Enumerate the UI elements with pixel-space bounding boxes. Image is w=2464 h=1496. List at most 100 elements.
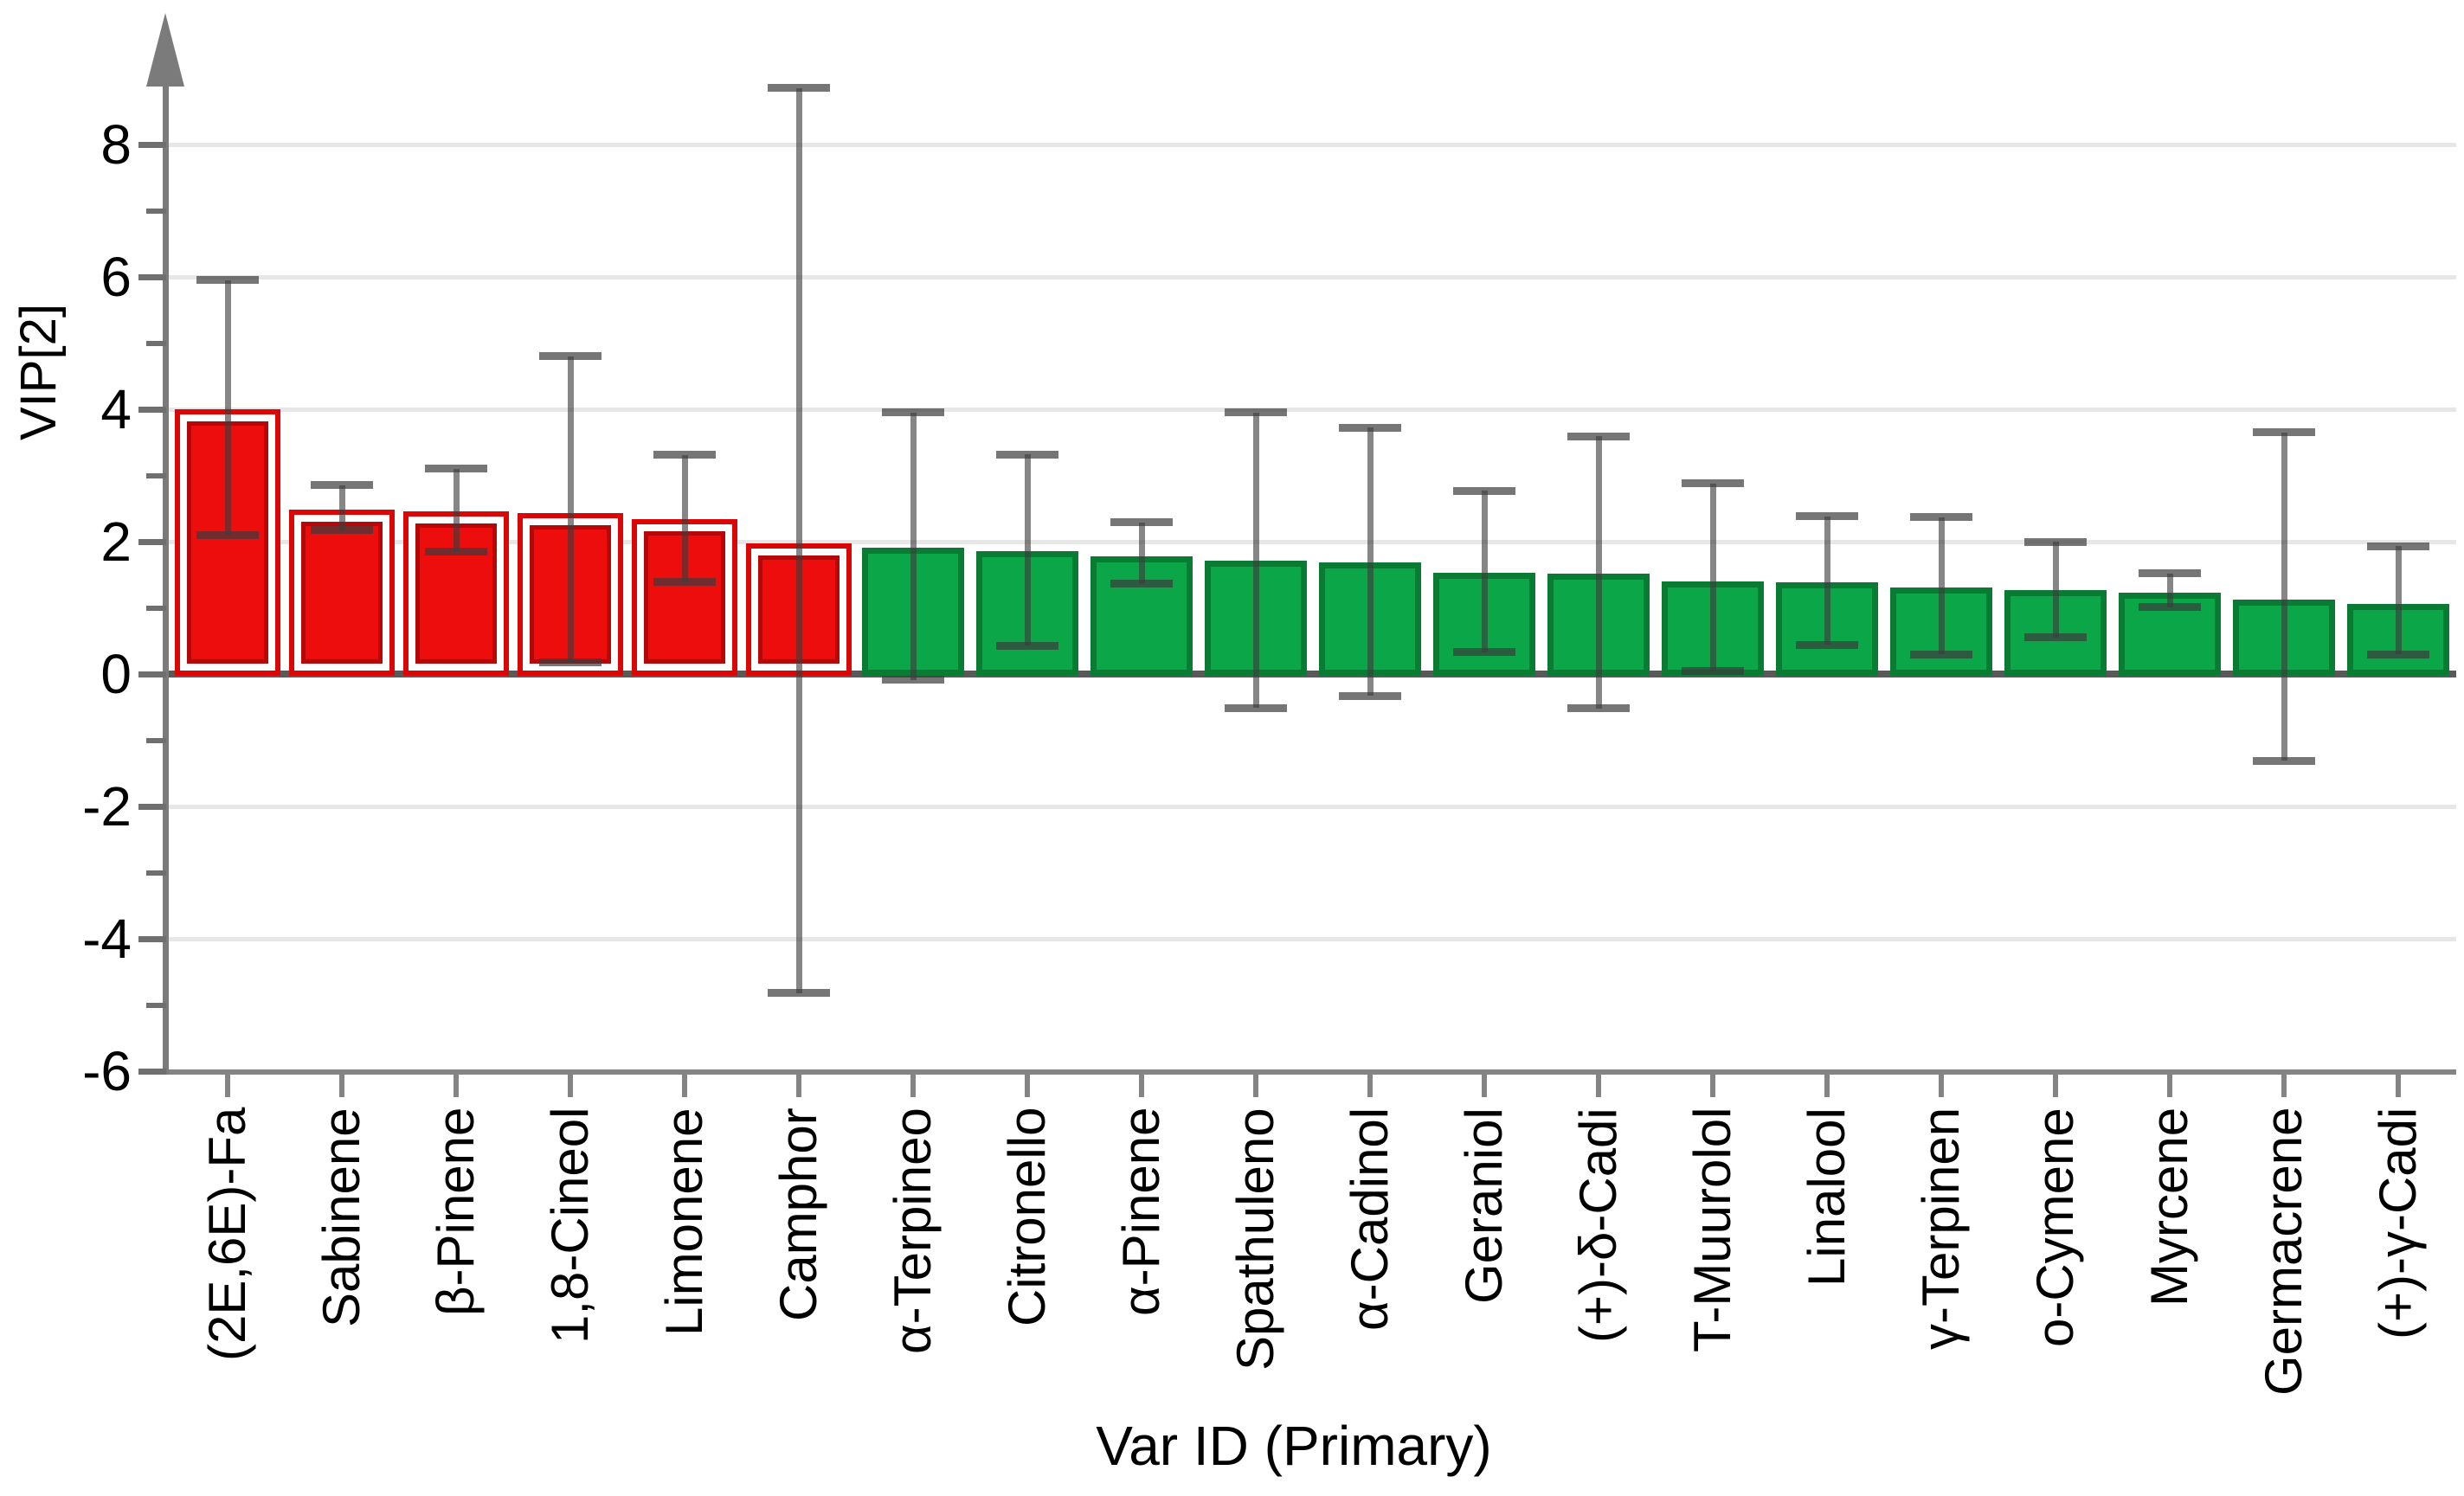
y-tick-label-0: 0 [100,643,132,705]
x-axis-title: Var ID (Primary) [1096,1415,1492,1477]
x-tick-label-1,8-Cineol: 1,8-Cineol [541,1108,599,1345]
error-line-Sabinene [338,485,345,530]
y-axis-arrow-icon [146,13,184,87]
error-cap-high-(2E,6E)-Fa [196,276,259,285]
y-tick-2 [138,538,166,545]
error-cap-high-T-Muurolol [1682,479,1744,488]
y-tick--2 [138,803,166,810]
error-line-α-Terpineo [910,412,917,680]
error-line-Linalool [1824,516,1830,645]
x-tick-γ-Terpinen [1939,1075,1944,1097]
x-tick-label-Camphor: Camphor [769,1108,827,1321]
x-tick-α-Pinene [1139,1075,1144,1097]
error-cap-high-Camphor [768,84,830,93]
x-tick-label-γ-Terpinen: γ-Terpinen [1912,1108,1970,1351]
bar-(2E,6E)-Fa [175,409,280,676]
error-line-Geraniol [1481,491,1488,652]
error-cap-low-Limonene [653,578,716,587]
error-line-Germacrene [2281,432,2287,761]
x-tick-o-Cymene [2053,1075,2058,1097]
error-cap-low-(+)-γ-Cadi [2367,650,2429,658]
error-cap-high-o-Cymene [2024,537,2087,546]
error-cap-high-(+)-δ-Cadi [1567,432,1630,440]
y-tick--6 [138,1068,166,1075]
error-cap-low-γ-Terpinen [1910,650,1972,658]
x-tick-Citronello [1025,1075,1030,1097]
error-line-Limonene [681,454,688,582]
gridline-y8 [165,142,2456,147]
error-cap-low-Spathuleno [1225,703,1287,712]
x-tick-Camphor [796,1075,801,1097]
y-tick-label-6: 6 [100,246,132,308]
x-tick-label-β-Pinene: β-Pinene [427,1108,485,1317]
x-tick-label-Linalool: Linalool [1798,1108,1856,1287]
error-cap-low-α-Pinene [1110,580,1173,588]
y-tick-label-2: 2 [100,510,132,573]
error-cap-low-1,8-Cineol [539,658,602,667]
error-cap-high-α-Terpineo [882,408,944,417]
y-tick-label--2: -2 [82,775,132,838]
error-cap-high-α-Cadinol [1339,423,1401,432]
x-tick-label-(+)-γ-Cadi: (+)-γ-Cadi [2369,1108,2427,1340]
x-tick-(2E,6E)-Fa [225,1075,230,1097]
error-line-T-Muurolol [1709,483,1716,671]
y-tick-4 [138,406,166,413]
error-cap-low-T-Muurolol [1682,667,1744,676]
bar-Sabinene [289,510,395,676]
x-tick-label-Sabinene: Sabinene [312,1108,370,1327]
error-line-Camphor [795,87,802,993]
error-cap-low-β-Pinene [425,547,487,555]
error-cap-low-Linalool [1796,640,1858,649]
x-tick-(+)-γ-Cadi [2396,1075,2401,1097]
gridline-y4 [165,407,2456,412]
error-cap-high-α-Pinene [1110,518,1173,527]
error-cap-low-(+)-δ-Cadi [1567,704,1630,713]
x-tick-Germacrene [2281,1075,2287,1097]
error-cap-high-Geraniol [1453,486,1515,495]
error-cap-high-(+)-γ-Cadi [2367,542,2429,550]
error-line-α-Pinene [1138,522,1145,584]
x-tick-label-Germacrene: Germacrene [2255,1108,2313,1396]
y-axis-title: VIP[2] [10,304,67,440]
y-tick-label--6: -6 [82,1040,132,1102]
y-tick-minor-7 [146,208,166,214]
y-axis-line [163,69,169,1075]
error-cap-low-Citronello [996,641,1058,650]
gridline-y-4 [165,936,2456,941]
error-cap-high-Germacrene [2253,428,2315,437]
error-cap-high-β-Pinene [425,465,487,473]
y-tick-6 [138,273,166,280]
error-line-Myrcene [2166,573,2173,607]
gridline-y2 [165,539,2456,544]
error-cap-low-(2E,6E)-Fa [196,530,259,539]
x-tick-β-Pinene [454,1075,459,1097]
error-cap-high-Sabinene [311,481,373,490]
x-tick-1,8-Cineol [568,1075,573,1097]
x-tick-(+)-δ-Cadi [1596,1075,1601,1097]
error-line-β-Pinene [453,468,460,552]
error-line-o-Cymene [2052,542,2059,638]
x-tick-Spathuleno [1253,1075,1258,1097]
error-cap-high-Myrcene [2139,569,2201,578]
x-tick-label-T-Muurolol: T-Muurolol [1683,1108,1741,1353]
y-tick-minor-1 [146,605,166,611]
y-tick-minor--3 [146,870,166,876]
error-line-(+)-δ-Cadi [1595,436,1602,709]
error-line-(2E,6E)-Fa [224,279,231,536]
y-tick-minor-5 [146,340,166,346]
x-tick-label-α-Terpineo: α-Terpineo [884,1108,942,1354]
y-tick-8 [138,141,166,148]
y-tick-0 [138,671,166,677]
error-line-Citronello [1024,454,1031,646]
y-tick-label--4: -4 [82,908,132,970]
y-tick--4 [138,935,166,942]
y-tick-minor--1 [146,737,166,743]
error-cap-low-Germacrene [2253,756,2315,765]
error-cap-high-Linalool [1796,512,1858,521]
gridline-y6 [165,274,2456,279]
error-cap-high-Citronello [996,450,1058,459]
error-cap-low-α-Cadinol [1339,691,1401,700]
x-tick-α-Terpineo [910,1075,916,1097]
y-tick-label-8: 8 [100,113,132,176]
